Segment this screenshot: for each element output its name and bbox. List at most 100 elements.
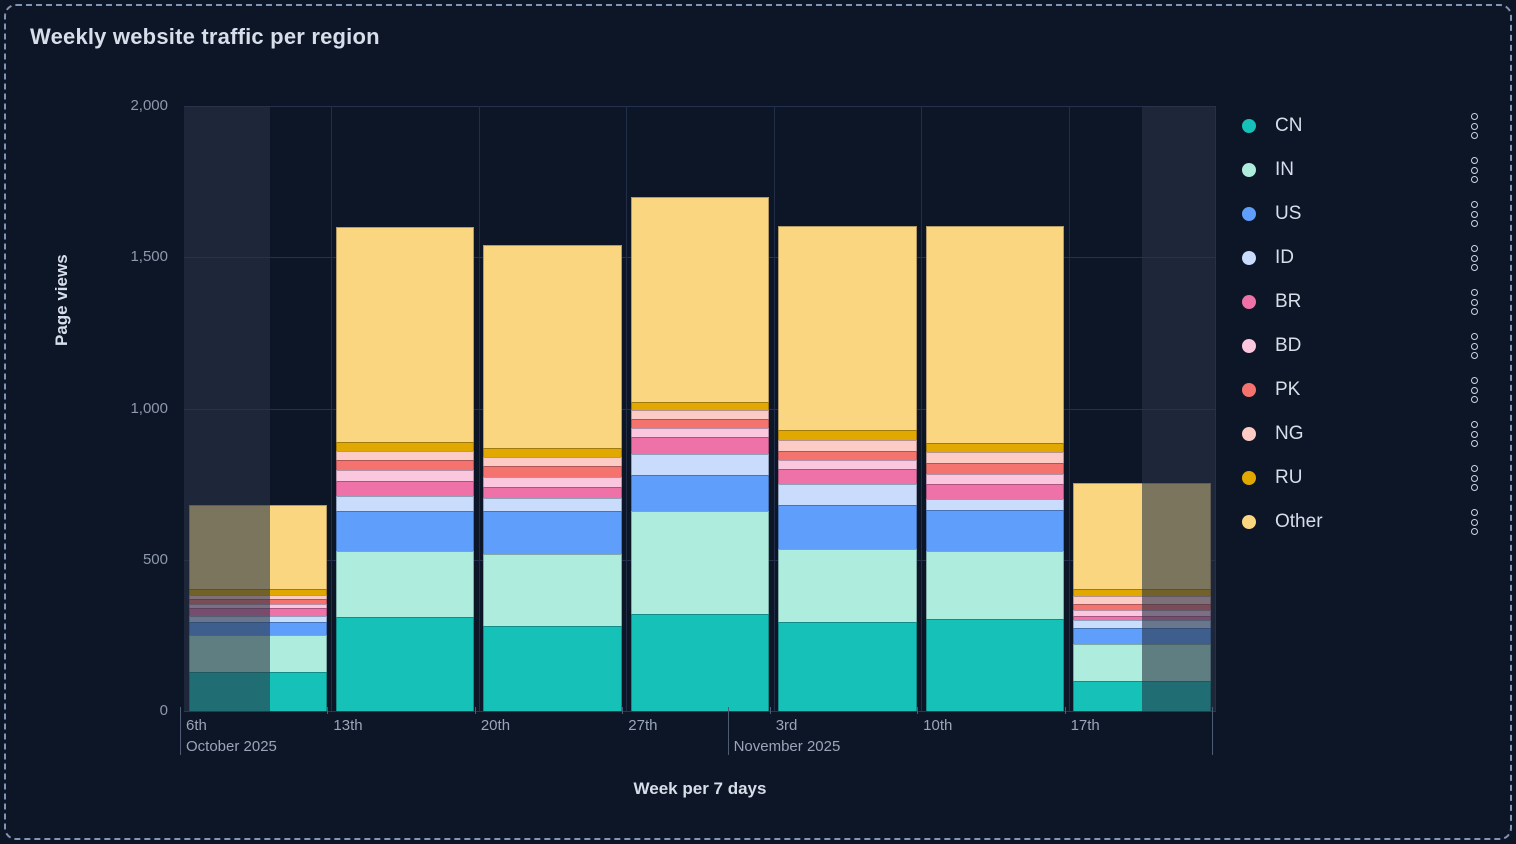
bar-segment-RU[interactable] bbox=[1073, 588, 1212, 597]
legend-item-other[interactable]: Other bbox=[1242, 500, 1482, 544]
bar-segment-RU[interactable] bbox=[483, 447, 622, 457]
x-gridline bbox=[921, 106, 923, 711]
bar-segment-BD[interactable] bbox=[483, 476, 622, 488]
legend-actions-kebab-icon[interactable] bbox=[1471, 201, 1478, 227]
bar-segment-BR[interactable] bbox=[778, 468, 917, 485]
bar-segment-CN[interactable] bbox=[630, 614, 770, 711]
bar-segment-NG[interactable] bbox=[778, 440, 917, 451]
legend-actions-kebab-icon[interactable] bbox=[1471, 157, 1478, 183]
bar-segment-Other[interactable] bbox=[630, 196, 770, 403]
bar-segment-BD[interactable] bbox=[335, 470, 475, 482]
bar-segment-PK[interactable] bbox=[483, 465, 622, 477]
bar-segment-CN[interactable] bbox=[778, 621, 917, 711]
legend-actions-kebab-icon[interactable] bbox=[1471, 333, 1478, 359]
kebab-dot bbox=[1471, 210, 1478, 218]
bar-segment-NG[interactable] bbox=[335, 450, 475, 460]
bar-segment-US[interactable] bbox=[778, 505, 917, 550]
month-separator-tick bbox=[727, 707, 729, 755]
bar-segment-US[interactable] bbox=[483, 511, 622, 554]
bar-17th[interactable] bbox=[1073, 482, 1212, 711]
bar-segment-IN[interactable] bbox=[925, 550, 1065, 619]
bar-segment-Other[interactable] bbox=[483, 245, 622, 448]
bar-segment-BD[interactable] bbox=[778, 459, 917, 469]
legend-actions-kebab-icon[interactable] bbox=[1471, 509, 1478, 535]
x-gridline bbox=[478, 106, 480, 711]
legend-actions-kebab-icon[interactable] bbox=[1471, 465, 1478, 491]
bar-segment-ID[interactable] bbox=[1073, 620, 1212, 628]
legend-item-in[interactable]: IN bbox=[1242, 148, 1482, 192]
bar-segment-US[interactable] bbox=[925, 509, 1065, 551]
bar-13th[interactable] bbox=[335, 227, 475, 711]
kebab-dot bbox=[1471, 220, 1478, 227]
bar-segment-US[interactable] bbox=[630, 474, 770, 512]
bar-3rd[interactable] bbox=[778, 225, 917, 712]
legend-item-us[interactable]: US bbox=[1242, 192, 1482, 236]
legend-actions-kebab-icon[interactable] bbox=[1471, 245, 1478, 271]
legend-item-br[interactable]: BR bbox=[1242, 280, 1482, 324]
bar-segment-Other[interactable] bbox=[925, 225, 1065, 444]
legend-actions-kebab-icon[interactable] bbox=[1471, 289, 1478, 315]
bar-segment-ID[interactable] bbox=[778, 484, 917, 506]
bar-segment-US[interactable] bbox=[188, 621, 327, 636]
kebab-dot bbox=[1471, 176, 1478, 183]
bar-segment-BD[interactable] bbox=[925, 473, 1065, 485]
bar-segment-BR[interactable] bbox=[925, 484, 1065, 500]
bar-segment-US[interactable] bbox=[1073, 627, 1212, 645]
bar-segment-PK[interactable] bbox=[630, 419, 770, 429]
bar-segment-Other[interactable] bbox=[778, 225, 917, 430]
bar-segment-RU[interactable] bbox=[630, 402, 770, 410]
bar-segment-RU[interactable] bbox=[335, 441, 475, 451]
bar-segment-BR[interactable] bbox=[483, 487, 622, 498]
bar-segment-RU[interactable] bbox=[778, 429, 917, 441]
bar-segment-IN[interactable] bbox=[1073, 644, 1212, 681]
bar-20th[interactable] bbox=[483, 245, 622, 711]
bar-segment-Other[interactable] bbox=[1073, 482, 1212, 589]
bar-segment-BR[interactable] bbox=[630, 437, 770, 454]
kebab-dot bbox=[1471, 245, 1478, 252]
bar-segment-CN[interactable] bbox=[483, 626, 622, 711]
legend-item-id[interactable]: ID bbox=[1242, 236, 1482, 280]
bar-segment-CN[interactable] bbox=[1073, 680, 1212, 711]
bar-6th[interactable] bbox=[188, 505, 327, 711]
kebab-dot bbox=[1471, 132, 1478, 139]
legend-actions-kebab-icon[interactable] bbox=[1471, 377, 1478, 403]
x-axis-line bbox=[184, 711, 1216, 712]
bar-segment-ID[interactable] bbox=[630, 453, 770, 475]
bar-segment-NG[interactable] bbox=[630, 410, 770, 420]
legend-item-cn[interactable]: CN bbox=[1242, 104, 1482, 148]
bar-segment-IN[interactable] bbox=[335, 550, 475, 618]
bar-segment-BR[interactable] bbox=[335, 481, 475, 497]
bar-segment-CN[interactable] bbox=[335, 617, 475, 711]
legend-item-ru[interactable]: RU bbox=[1242, 456, 1482, 500]
bar-10th[interactable] bbox=[925, 225, 1065, 712]
legend-actions-kebab-icon[interactable] bbox=[1471, 113, 1478, 139]
bar-segment-NG[interactable] bbox=[483, 456, 622, 466]
bar-segment-BR[interactable] bbox=[188, 608, 327, 616]
bar-segment-NG[interactable] bbox=[925, 452, 1065, 463]
bar-segment-IN[interactable] bbox=[630, 511, 770, 615]
bar-segment-ID[interactable] bbox=[335, 496, 475, 512]
bar-27th[interactable] bbox=[630, 196, 770, 711]
bar-segment-ID[interactable] bbox=[925, 499, 1065, 510]
bar-segment-ID[interactable] bbox=[483, 497, 622, 512]
bar-segment-RU[interactable] bbox=[925, 443, 1065, 453]
legend-item-bd[interactable]: BD bbox=[1242, 324, 1482, 368]
bar-segment-NG[interactable] bbox=[1073, 596, 1212, 604]
bar-segment-PK[interactable] bbox=[778, 450, 917, 460]
legend-actions-kebab-icon[interactable] bbox=[1471, 421, 1478, 447]
legend-item-ng[interactable]: NG bbox=[1242, 412, 1482, 456]
bar-segment-BD[interactable] bbox=[630, 428, 770, 438]
bar-segment-CN[interactable] bbox=[925, 618, 1065, 711]
bar-segment-Other[interactable] bbox=[188, 505, 327, 589]
bar-segment-IN[interactable] bbox=[778, 549, 917, 622]
bar-segment-IN[interactable] bbox=[188, 635, 327, 672]
bar-segment-Other[interactable] bbox=[335, 227, 475, 442]
bar-segment-US[interactable] bbox=[335, 511, 475, 551]
bar-segment-IN[interactable] bbox=[483, 553, 622, 627]
bar-segment-PK[interactable] bbox=[335, 459, 475, 471]
x-axis-tick bbox=[917, 707, 919, 714]
bar-segment-PK[interactable] bbox=[925, 462, 1065, 474]
legend-item-pk[interactable]: PK bbox=[1242, 368, 1482, 412]
bar-segment-CN[interactable] bbox=[188, 671, 327, 711]
